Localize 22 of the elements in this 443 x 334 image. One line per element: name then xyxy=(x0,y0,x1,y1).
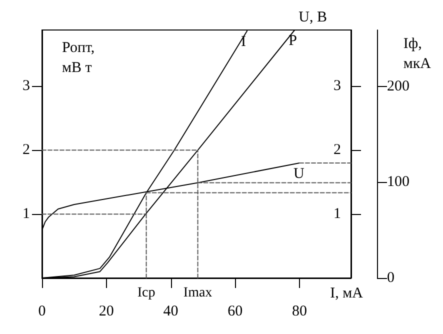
y3-tick-label: 0 xyxy=(387,270,394,286)
x-tick-label: 0 xyxy=(38,304,46,320)
x-tick-label: 60 xyxy=(228,304,243,320)
y2-tick-label: 2 xyxy=(334,142,341,158)
annotation: Iср xyxy=(137,286,156,300)
y-tick-label: 1 xyxy=(22,206,30,222)
x-tick-label: 20 xyxy=(98,304,114,320)
x-axis-title: I, мА xyxy=(330,286,364,302)
y-tick-label: 3 xyxy=(22,78,30,94)
series-label: U xyxy=(294,166,304,182)
x-tick-label: 80 xyxy=(292,304,307,320)
x-tick-label: 40 xyxy=(163,304,178,320)
y2-axis-title: U, В xyxy=(298,10,328,26)
y3-axis-title: Iф, мкА xyxy=(403,36,432,72)
y-tick-label: 2 xyxy=(22,142,30,158)
y2-tick-label: 3 xyxy=(334,78,341,94)
series-label: P xyxy=(288,33,298,49)
y3-tick-label: 100 xyxy=(387,174,410,190)
y2-tick-label: 1 xyxy=(334,206,341,222)
y3-tick-label: 200 xyxy=(387,78,410,94)
annotation: Imax xyxy=(183,286,212,300)
y-axis-title: Ропт, мВ т xyxy=(62,40,95,76)
